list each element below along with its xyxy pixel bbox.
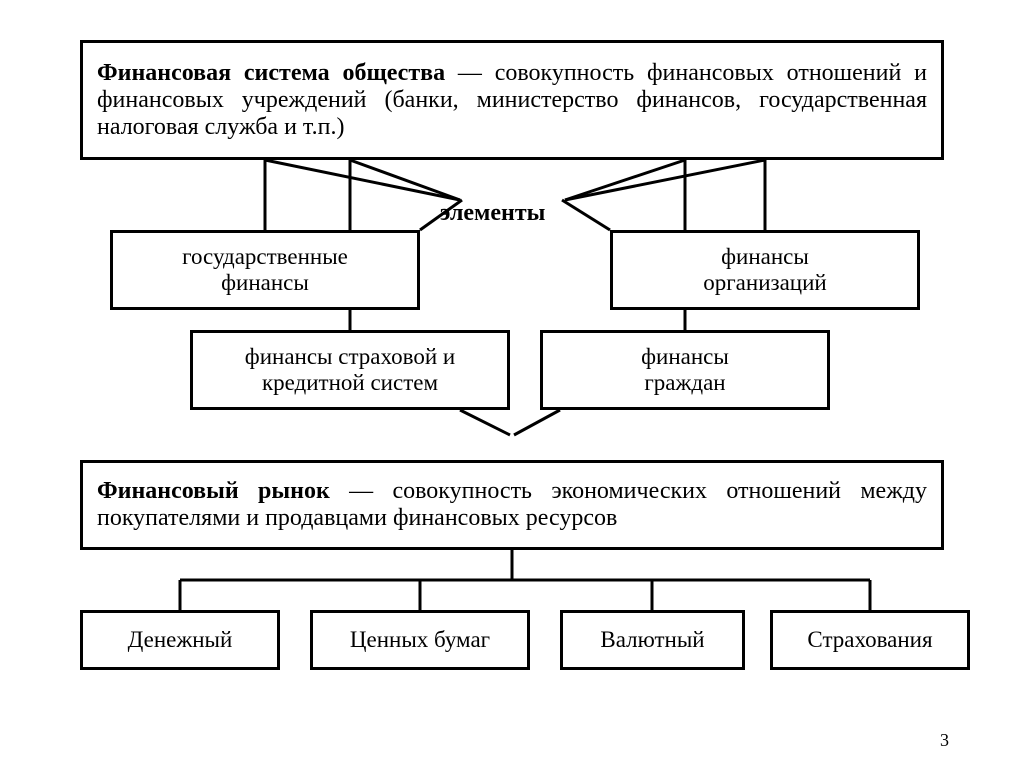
financial-market-definition-text: Финансовый рынок — совокупность экономич… <box>97 478 927 532</box>
element-citizen-finance-text: финансыграждан <box>641 344 729 396</box>
market-money-text: Денежный <box>128 627 233 653</box>
element-insurance-credit-box: финансы страховой икредитной систем <box>190 330 510 410</box>
element-state-finance-box: государственныефинансы <box>110 230 420 310</box>
market-currency-text: Валютный <box>600 627 704 653</box>
market-insurance-text: Страхования <box>807 627 932 653</box>
financial-market-definition-box: Финансовый рынок — совокупность экономич… <box>80 460 944 550</box>
diagram-root: Финансовая система общества — совокупнос… <box>0 0 1024 767</box>
element-insurance-credit-text: финансы страховой икредитной систем <box>245 344 455 396</box>
element-state-finance-text: государственныефинансы <box>182 244 348 296</box>
financial-system-definition-box: Финансовая система общества — совокупнос… <box>80 40 944 160</box>
element-org-finance-box: финансыорганизаций <box>610 230 920 310</box>
market-securities-text: Ценных бумаг <box>350 627 490 653</box>
financial-system-definition-text: Финансовая система общества — совокупнос… <box>97 60 927 141</box>
element-citizen-finance-box: финансыграждан <box>540 330 830 410</box>
market-insurance-box: Страхования <box>770 610 970 670</box>
page-number: 3 <box>940 730 949 751</box>
market-securities-box: Ценных бумаг <box>310 610 530 670</box>
element-org-finance-text: финансыорганизаций <box>703 244 826 296</box>
elements-label: элементы <box>440 200 545 227</box>
market-currency-box: Валютный <box>560 610 745 670</box>
market-money-box: Денежный <box>80 610 280 670</box>
